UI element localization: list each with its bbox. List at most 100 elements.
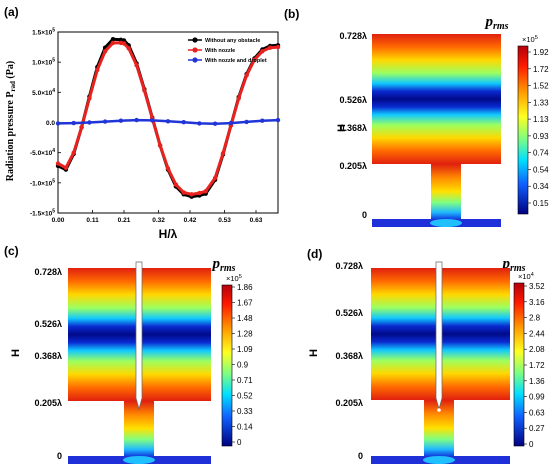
data-point-with-nozzle — [63, 165, 69, 170]
chart-a-x-tick-label: 0.21 — [118, 217, 131, 224]
colorbar-tick-label: 1.48 — [237, 314, 253, 323]
h-axis-tick-label: 0.368λ — [34, 351, 62, 361]
data-point-with-nozzle — [267, 45, 273, 50]
chart-a-x-tick-label: 0.11 — [86, 217, 99, 224]
data-point-with-nozzle-and-droplet — [165, 119, 171, 124]
chart-a-x-tick-label: 0.00 — [52, 217, 65, 224]
data-point-with-nozzle-and-droplet — [181, 120, 186, 125]
data-point-with-nozzle — [244, 73, 249, 78]
colorbar-tick-label: 0.34 — [533, 182, 549, 191]
colorbar-scale — [517, 45, 529, 215]
colorbar-tick-label: 0 — [529, 440, 534, 449]
colorbar-tick-label: 1.72 — [533, 65, 549, 74]
panel-a-label: (a) — [4, 5, 19, 19]
colorbar-tick-label: 0.74 — [533, 149, 549, 158]
h-axis-tick-label: 0.728λ — [339, 31, 367, 41]
legend-label-with-nozzle-and-droplet: With nozzle and droplet — [205, 58, 267, 64]
chart-a-y-tick-label: -1.5×105 — [30, 209, 55, 218]
chart-a-legend: Without any obstacle With nozzle With nozz… — [188, 37, 267, 64]
panel-d-nozzle — [435, 261, 443, 411]
panel-b-field — [372, 34, 501, 227]
panel-b-h-label: H — [336, 124, 348, 132]
h-axis-tick-label: 0.728λ — [335, 261, 363, 271]
data-point-with-nozzle-and-droplet — [150, 118, 155, 123]
colorbar-tick-label: 0.63 — [529, 408, 545, 417]
panel-b-title: prms — [483, 14, 508, 32]
colorbar-tick-label: 2.44 — [529, 329, 545, 338]
chart-a-y-tick-label: 5.0×104 — [32, 88, 55, 97]
h-axis-tick-label: 0.526λ — [34, 319, 62, 329]
chart-a-y-tick-label: -1.0×105 — [30, 178, 55, 187]
h-axis-tick-label: 0.368λ — [335, 351, 363, 361]
colorbar-tick-label: 0.15 — [533, 199, 549, 208]
data-point-with-nozzle-and-droplet — [87, 120, 92, 125]
panel-c-h-label: H — [10, 349, 22, 357]
data-point-with-nozzle — [71, 150, 76, 155]
colorbar-exponent: ×105 — [522, 35, 538, 44]
data-point-with-nozzle-and-droplet — [197, 121, 202, 126]
colorbar-tick-label: 1.13 — [533, 115, 549, 124]
data-point-with-nozzle — [275, 44, 281, 50]
panel-b: (b) prms 0.728λ 0.526λ 0.368λ 0.205λ 0 H ×10… — [284, 7, 549, 227]
panel-d: (d) prms 0.728λ 0.526λ 0.368λ 0.205λ 0 H ×10… — [307, 247, 545, 464]
colorbar-tick-label: 0.93 — [533, 132, 549, 141]
data-point-with-nozzle — [95, 67, 100, 73]
colorbar-tick-label: 0.9 — [237, 361, 249, 370]
colorbar-tick-label: 1.86 — [237, 283, 253, 292]
data-point-with-nozzle — [197, 190, 202, 196]
data-point-with-nozzle — [79, 125, 84, 130]
data-point-with-nozzle — [220, 151, 226, 156]
data-point-with-nozzle — [110, 40, 116, 46]
colorbar-tick-label: 1.67 — [237, 299, 253, 308]
radiation-pressure-chart: 0.00 0.11 0.21 0.32 0.42 0.53 0.63 -1.5×105 -1.0… — [30, 28, 281, 224]
h-axis-tick-label: 0 — [57, 451, 62, 461]
h-axis-tick-label: 0 — [358, 451, 363, 461]
data-point-with-nozzle — [102, 49, 108, 54]
data-point-with-nozzle — [134, 62, 139, 68]
h-axis-tick-label: 0.526λ — [339, 95, 367, 105]
colorbar-tick-label: 0 — [237, 438, 242, 447]
panel-d-base-highlight — [423, 456, 455, 464]
data-point-with-nozzle — [181, 190, 186, 195]
colorbar-tick-label: 1.52 — [533, 82, 549, 91]
panel-d-field — [371, 261, 510, 464]
data-point-with-nozzle — [203, 189, 208, 194]
legend-marker-with-nozzle — [192, 47, 198, 53]
h-axis-tick-label: 0.368λ — [339, 123, 367, 133]
panel-b-base-highlight — [430, 219, 462, 227]
panel-c: (c) prms 0.728λ 0.526λ 0.368λ 0.205λ 0 H ×10… — [4, 244, 253, 464]
data-point-with-nozzle-and-droplet — [212, 121, 218, 126]
chart-a-x-tick-label: 0.32 — [152, 217, 165, 224]
colorbar-tick-label: 2.8 — [529, 314, 541, 323]
h-axis-tick-label: 0.205λ — [339, 161, 367, 171]
colorbar-tick-label: 0.71 — [237, 376, 253, 385]
chart-a-x-tick-label: 0.42 — [184, 217, 197, 224]
panel-c-nozzle — [135, 261, 143, 411]
data-point-with-nozzle-and-droplet — [71, 120, 76, 126]
colorbar-tick-label: 1.36 — [529, 377, 545, 386]
chart-a-y-tick-label: 1.0×105 — [32, 58, 55, 67]
data-point-with-nozzle — [173, 182, 179, 187]
panel-b-chamber — [372, 34, 501, 164]
colorbar-tick-label: 0.54 — [533, 165, 549, 174]
panel-d-h-axis: 0.728λ 0.526λ 0.368λ 0.205λ 0 — [335, 261, 363, 461]
colorbar-tick-label: 3.52 — [529, 282, 545, 291]
data-point-with-nozzle-and-droplet — [134, 117, 139, 123]
data-point-with-nozzle — [126, 46, 131, 51]
legend-marker-without-obstacle — [192, 37, 198, 43]
data-point-with-nozzle-and-droplet — [260, 118, 265, 123]
colorbar-tick-label: 1.09 — [237, 345, 253, 354]
colorbar-tick-label: 1.33 — [533, 98, 549, 107]
data-point-with-nozzle — [189, 192, 194, 197]
colorbar-tick-label: 1.92 — [533, 48, 549, 57]
data-point-with-nozzle — [260, 49, 265, 54]
colorbar-tick-label: 3.16 — [529, 298, 545, 307]
panel-d-h-label: H — [308, 349, 320, 357]
colorbar-scale — [221, 284, 233, 447]
data-point-without-obstacle — [110, 37, 116, 42]
panel-c-title: prms — [210, 256, 235, 274]
chart-a-x-tick-label: 0.53 — [218, 217, 231, 224]
panel-c-h-axis: 0.728λ 0.526λ 0.368λ 0.205λ 0 — [34, 267, 62, 461]
data-point-with-nozzle — [87, 96, 92, 101]
